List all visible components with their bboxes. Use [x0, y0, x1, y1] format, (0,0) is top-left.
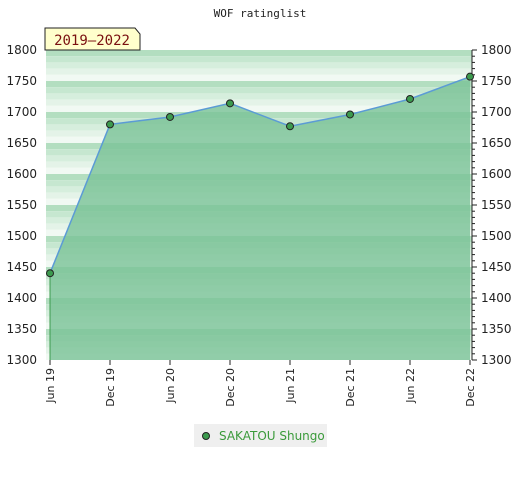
period-badge: 2019–2022 — [44, 27, 141, 51]
rating-point — [106, 120, 114, 129]
background-band — [46, 62, 472, 69]
y-tick-label-left: 1700 — [6, 105, 37, 119]
y-tick-label-right: 1650 — [481, 136, 512, 150]
y-tick-label-right: 1400 — [481, 291, 512, 305]
period-badge-label: 2019–2022 — [54, 33, 130, 49]
x-tick-label: Jun 21 — [284, 368, 297, 404]
rating-markers — [46, 72, 474, 278]
y-tick-label-left: 1300 — [6, 353, 37, 367]
rating-line — [49, 75, 471, 274]
legend-box — [194, 424, 327, 447]
y-tick-label-left: 1400 — [6, 291, 37, 305]
x-tick-label: Dec 22 — [464, 368, 477, 407]
rating-point — [286, 122, 294, 131]
background-band — [46, 68, 472, 75]
legend-marker-icon — [202, 432, 210, 440]
background-band — [46, 99, 472, 106]
background-band — [46, 93, 472, 100]
y-tick-label-right: 1800 — [481, 43, 512, 57]
y-tick-label-right: 1500 — [481, 229, 512, 243]
rating-area-fill — [50, 76, 470, 360]
y-tick-label-left: 1550 — [6, 198, 37, 212]
x-tick-label: Jun 19 — [44, 368, 57, 404]
y-tick-label-right: 1700 — [481, 105, 512, 119]
y-tick-label-left: 1800 — [6, 43, 37, 57]
period-badge-shape — [44, 27, 141, 51]
rating-point — [346, 110, 354, 119]
y-tick-label-left: 1350 — [6, 322, 37, 336]
y-tick-label-right: 1300 — [481, 353, 512, 367]
background-band — [46, 81, 472, 88]
legend: SAKATOU Shungo — [194, 424, 327, 447]
x-axis: Jun 19 Dec 19 Jun 20 Dec 20 Jun 21 Dec 21 Jun … — [44, 360, 477, 407]
y-tick-label-right: 1600 — [481, 167, 512, 181]
y-tick-label-left: 1450 — [6, 260, 37, 274]
rating-area — [49, 75, 471, 360]
rating-point — [406, 94, 414, 103]
y-tick-label-left: 1650 — [6, 136, 37, 150]
background-band — [46, 87, 472, 94]
chart-title: WOF ratinglist — [214, 7, 307, 20]
rating-point — [226, 99, 234, 108]
y-tick-label-right: 1350 — [481, 322, 512, 336]
y-tick-label-right: 1550 — [481, 198, 512, 212]
y-axis-left: 1300 1350 1400 1450 1500 1550 1600 1650 1700 1750… — [6, 43, 37, 367]
rating-point — [466, 72, 474, 81]
x-tick-label: Dec 19 — [104, 368, 117, 407]
x-tick-label: Jun 20 — [164, 368, 177, 404]
x-tick-label: Dec 21 — [344, 368, 357, 407]
background-band — [46, 74, 472, 81]
legend-label: SAKATOU Shungo — [219, 429, 325, 443]
rating-point — [166, 112, 174, 121]
background-band — [46, 56, 472, 63]
x-tick-label: Dec 20 — [224, 368, 237, 407]
y-tick-label-right: 1450 — [481, 260, 512, 274]
y-tick-label-left: 1750 — [6, 74, 37, 88]
y-tick-label-right: 1750 — [481, 74, 512, 88]
background-band — [46, 50, 472, 57]
rating-point — [46, 269, 54, 278]
y-axis-right: 1300 1350 1400 1450 1500 1550 1600 1650 1700 1750… — [471, 43, 512, 367]
background-band — [46, 105, 472, 112]
y-tick-label-left: 1500 — [6, 229, 37, 243]
x-tick-label: Jun 22 — [404, 368, 417, 404]
y-tick-label-left: 1600 — [6, 167, 37, 181]
